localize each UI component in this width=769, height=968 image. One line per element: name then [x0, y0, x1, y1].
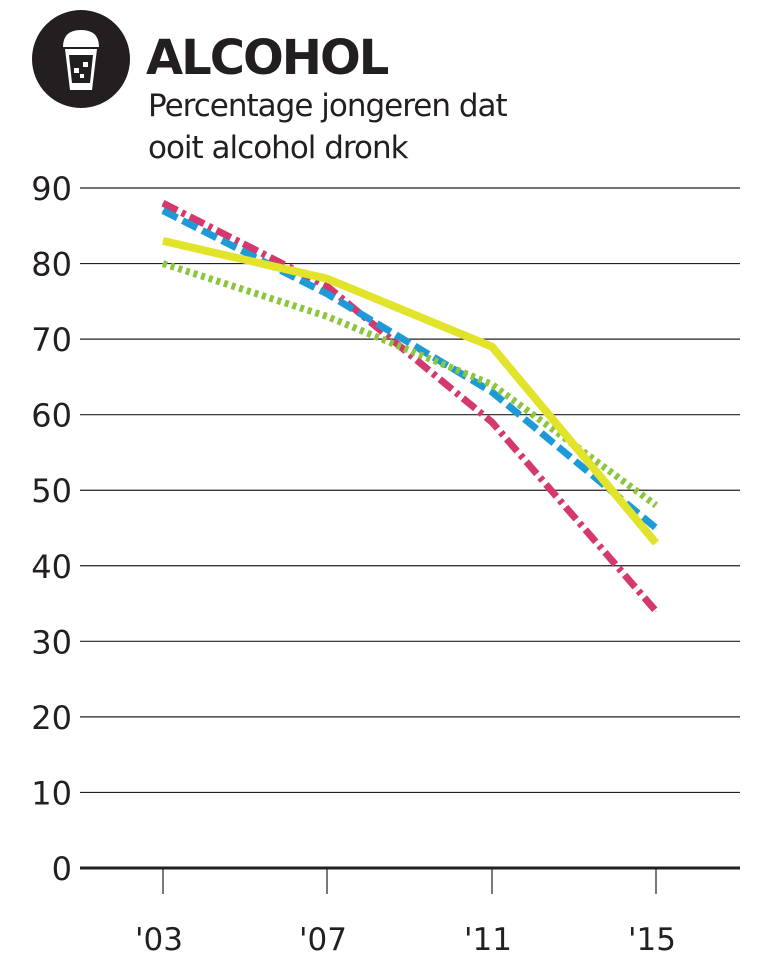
data-point — [326, 315, 328, 317]
data-point — [162, 210, 164, 212]
data-point — [326, 293, 328, 295]
data-point — [491, 421, 493, 423]
data-point — [655, 527, 657, 529]
y-tick-label: 0 — [52, 850, 72, 888]
data-point — [655, 542, 657, 544]
x-tick-label: '03 — [135, 922, 183, 958]
data-point — [491, 383, 493, 385]
data-point — [162, 240, 164, 242]
y-tick-label: 70 — [31, 321, 72, 359]
data-point — [162, 263, 164, 265]
data-point — [491, 346, 493, 348]
data-point — [326, 278, 328, 280]
y-tick-label: 50 — [31, 472, 72, 510]
series-line-4 — [162, 236, 660, 546]
y-tick-label: 90 — [31, 170, 72, 208]
x-tick-label: '07 — [299, 922, 347, 958]
y-tick-label: 40 — [31, 548, 72, 586]
data-point — [491, 391, 493, 393]
y-tick-label: 20 — [31, 699, 72, 737]
chart-subtitle: Percentage jongeren dat ooit alcohol dro… — [148, 88, 508, 166]
series-line-2 — [161, 207, 659, 531]
y-tick-label: 30 — [31, 623, 72, 661]
y-tick-label: 10 — [31, 774, 72, 812]
data-point — [655, 610, 657, 612]
y-tick-label: 80 — [31, 246, 72, 284]
x-tick-label: '15 — [628, 922, 676, 958]
chart-title: ALCOHOL — [146, 30, 389, 86]
data-point — [326, 285, 328, 287]
x-tick-label: '11 — [464, 922, 512, 958]
data-point — [162, 202, 164, 204]
data-point — [655, 504, 657, 506]
beer-glass-icon — [32, 10, 130, 108]
series-line-1 — [161, 199, 659, 614]
y-tick-label: 60 — [31, 397, 72, 435]
